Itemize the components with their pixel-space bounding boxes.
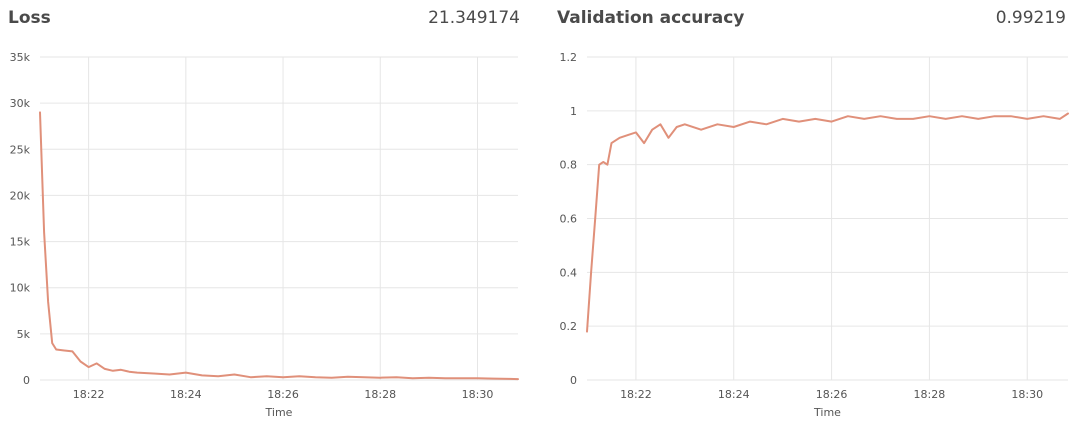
- accuracy-x-tick-label: 18:22: [620, 388, 652, 401]
- accuracy-x-tick-label: 18:24: [718, 388, 750, 401]
- loss-x-tick-label: 18:22: [73, 388, 105, 401]
- loss-y-tick-label: 35k: [10, 51, 31, 64]
- loss-x-tick-label: 18:24: [170, 388, 202, 401]
- loss-y-tick-label: 10k: [10, 282, 31, 295]
- loss-chart-panel: Loss 21.349174 0 5k 10k 15k 20k 25k 30k 35k 18:2…: [8, 8, 520, 419]
- accuracy-y-tick-label: 1: [570, 105, 577, 118]
- accuracy-y-tick-label: 0.6: [560, 213, 578, 226]
- accuracy-y-tick-label: 0.2: [560, 320, 578, 333]
- loss-y-tick-label: 0: [23, 374, 30, 387]
- loss-chart-title: Loss: [8, 8, 51, 28]
- accuracy-x-tick-label: 18:26: [816, 388, 848, 401]
- accuracy-x-axis-label: Time: [813, 406, 841, 419]
- accuracy-chart-title: Validation accuracy: [557, 8, 745, 28]
- accuracy-y-tick-label: 1.2: [560, 51, 578, 64]
- accuracy-x-tick-label: 18:28: [914, 388, 946, 401]
- accuracy-x-tick-label: 18:30: [1011, 388, 1043, 401]
- accuracy-series-line: [586, 112, 1069, 333]
- loss-x-tick-label: 18:26: [267, 388, 299, 401]
- loss-y-tick-label: 25k: [10, 143, 31, 156]
- loss-x-tick-label: 18:28: [364, 388, 396, 401]
- loss-series-line: [39, 111, 519, 381]
- accuracy-chart-plot: 0 0.2 0.4 0.6 0.8 1 1.2 18:22 18:24 18:26 18:28 18:…: [560, 51, 1069, 419]
- loss-current-value: 21.349174: [428, 8, 520, 28]
- accuracy-chart-panel: Validation accuracy 0.99219 0 0.2 0.4 0.6 0.…: [540, 0, 1080, 422]
- loss-y-tick-label: 15k: [10, 236, 31, 249]
- loss-x-tick-label: 18:30: [462, 388, 494, 401]
- accuracy-current-value: 0.99219: [995, 8, 1066, 28]
- loss-chart-plot: 0 5k 10k 15k 20k 25k 30k 35k 18:22 18:24 18:26 18:2…: [10, 51, 519, 419]
- loss-x-axis-label: Time: [265, 406, 293, 419]
- loss-y-tick-label: 30k: [10, 97, 31, 110]
- accuracy-y-tick-label: 0.4: [560, 266, 578, 279]
- loss-y-tick-label: 5k: [17, 328, 31, 341]
- loss-y-tick-label: 20k: [10, 189, 31, 202]
- accuracy-y-tick-label: 0.8: [560, 159, 578, 172]
- accuracy-y-tick-label: 0: [570, 374, 577, 387]
